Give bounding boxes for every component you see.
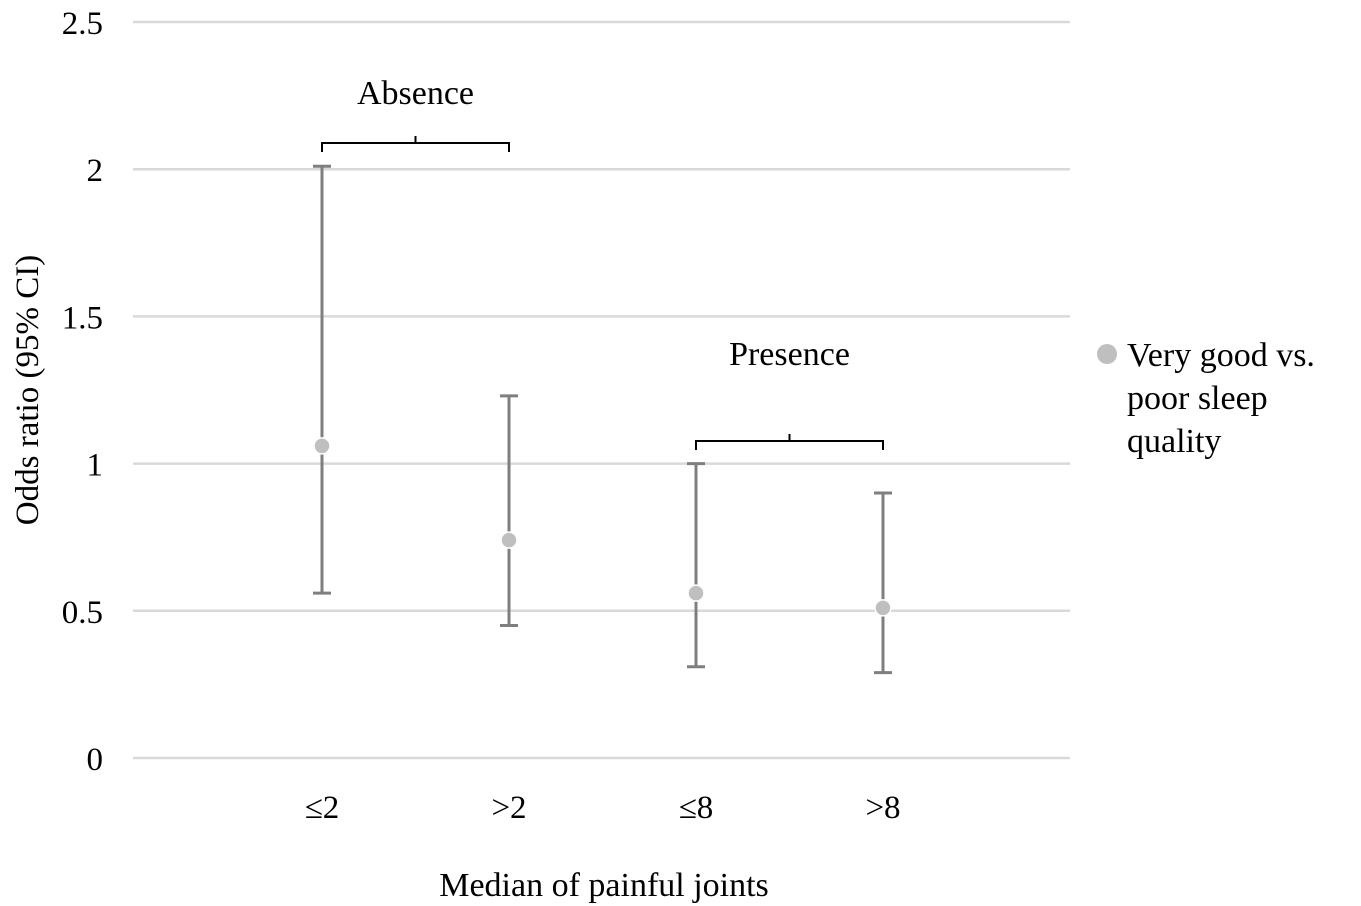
x-tick-label: >8 — [865, 790, 900, 826]
x-axis-ticks: ≤2 >2 ≤8 >8 — [305, 790, 901, 826]
y-axis-ticks: 0 0.5 1 1.5 2 2.5 — [62, 6, 103, 778]
group-bracket — [321, 136, 510, 152]
legend-label-line: poor sleep — [1127, 380, 1268, 417]
x-axis-title: Median of painful joints — [439, 867, 769, 904]
grid-lines — [133, 20, 1070, 760]
error-bar — [687, 462, 705, 669]
legend-label-line: Very good vs. — [1127, 337, 1315, 374]
y-tick-label: 1.5 — [62, 300, 103, 336]
group-annotation: Absence — [321, 75, 510, 152]
y-tick-label: 0.5 — [62, 595, 103, 631]
legend-marker — [1097, 344, 1117, 364]
error-bars — [313, 164, 892, 675]
data-points — [313, 437, 892, 617]
group-bracket — [695, 434, 884, 450]
data-point — [874, 599, 892, 617]
group-annotation: Presence — [695, 336, 884, 450]
error-bar — [874, 491, 892, 675]
data-point — [313, 437, 331, 455]
y-tick-label: 1 — [87, 448, 104, 484]
y-tick-label: 0 — [87, 742, 104, 778]
y-tick-label: 2 — [87, 153, 104, 189]
x-tick-label: ≤8 — [679, 790, 714, 826]
x-tick-label: >2 — [491, 790, 526, 826]
y-tick-label: 2.5 — [62, 6, 103, 42]
data-point — [687, 584, 705, 602]
group-label: Presence — [729, 336, 850, 373]
data-point — [500, 531, 518, 549]
y-axis-title: Odds ratio (95% CI) — [10, 255, 46, 525]
x-tick-label: ≤2 — [305, 790, 340, 826]
legend-label-line: quality — [1127, 423, 1221, 460]
error-bar — [500, 394, 518, 628]
group-annotations: Absence Presence — [321, 75, 884, 450]
error-bar — [313, 164, 331, 595]
legend: Very good vs. poor sleep quality — [1097, 337, 1315, 460]
group-label: Absence — [357, 75, 474, 112]
